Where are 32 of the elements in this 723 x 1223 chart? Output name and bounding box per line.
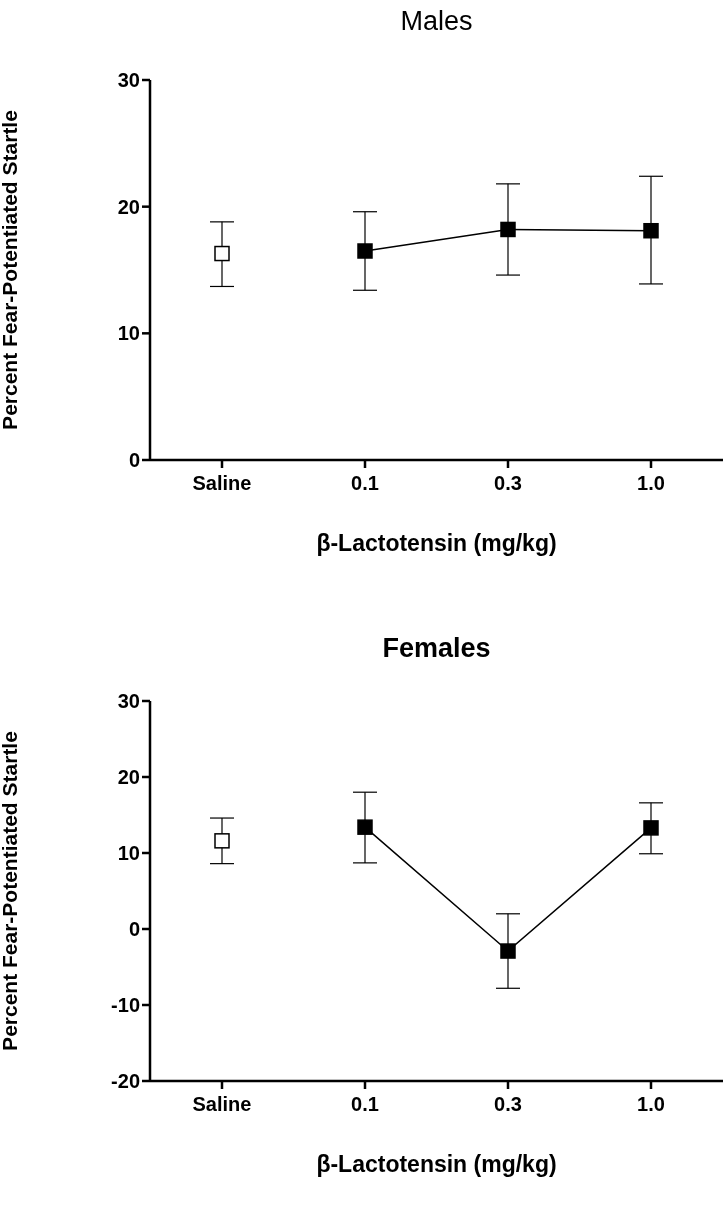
- x-tick-label: 1.0: [637, 472, 665, 495]
- x-tick-label: Saline: [192, 1093, 252, 1116]
- y-tick-label: 30: [117, 690, 140, 713]
- point: [357, 243, 373, 259]
- chart-title: Males: [399, 6, 474, 37]
- point: [643, 222, 659, 239]
- x-axis-title: β-Lactotensin (mg/kg): [315, 1151, 558, 1178]
- y-tick-label: 10: [117, 842, 140, 865]
- x-tick-label: Saline: [192, 472, 252, 495]
- y-tick-label: 0: [128, 449, 140, 472]
- point: [357, 819, 373, 835]
- x-tick-label: 0.3: [494, 1093, 522, 1116]
- y-axis-title: Percent Fear-Potentiated Startle: [0, 110, 22, 430]
- point: [643, 820, 659, 836]
- y-tick-label: 20: [117, 195, 140, 218]
- point: [214, 833, 230, 849]
- y-tick-label: -20: [111, 1070, 140, 1093]
- point: [500, 943, 516, 959]
- y-tick-label: 0: [128, 918, 140, 941]
- x-tick-label: 1.0: [637, 1093, 665, 1116]
- point: [500, 221, 516, 238]
- y-tick-label: -10: [111, 994, 140, 1017]
- x-tick-label: 0.1: [351, 1093, 379, 1116]
- x-tick-label: 0.1: [351, 472, 379, 495]
- point: [214, 245, 230, 262]
- y-tick-label: 20: [117, 766, 140, 789]
- y-tick-label: 30: [117, 69, 140, 92]
- x-axis-title: β-Lactotensin (mg/kg): [315, 530, 558, 557]
- y-tick-label: 10: [117, 322, 140, 345]
- chart-title: Females: [381, 633, 492, 664]
- y-axis-title: Percent Fear-Potentiated Startle: [0, 731, 22, 1051]
- x-tick-label: 0.3: [494, 472, 522, 495]
